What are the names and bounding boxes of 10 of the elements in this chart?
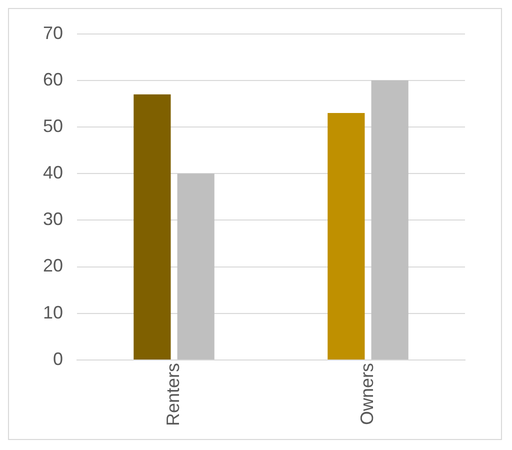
y-tick-label: 0 (53, 348, 64, 369)
y-tick-label: 30 (42, 209, 64, 230)
y-tick-label: 70 (42, 22, 64, 43)
y-tick-label: 60 (42, 69, 64, 90)
y-tick-label: 40 (42, 162, 64, 183)
y-tick-label: 10 (42, 302, 64, 322)
y-tick-label: 20 (42, 256, 64, 276)
y-tick-label: 50 (42, 116, 64, 136)
x-tick-label: Renters (162, 362, 183, 426)
x-tick-label: Owners (356, 362, 377, 425)
